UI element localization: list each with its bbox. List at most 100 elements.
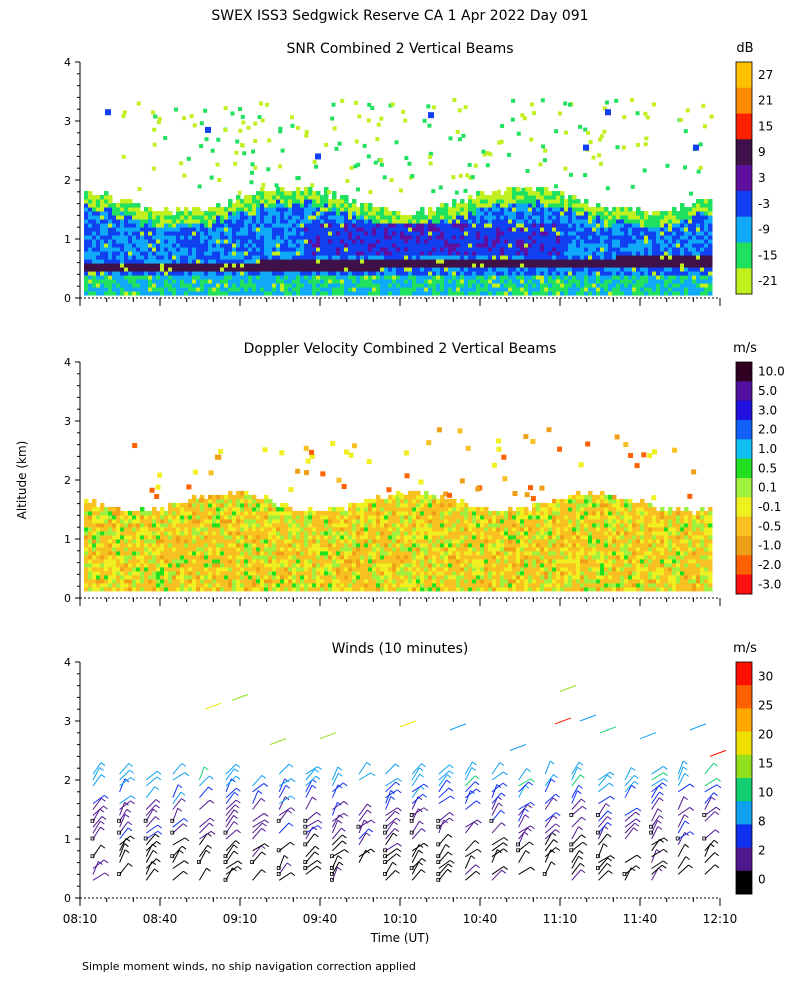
- snr-cell: [368, 283, 373, 288]
- snr-cell: [244, 243, 249, 248]
- snr-cell: [308, 223, 313, 228]
- snr-cell: [468, 231, 473, 236]
- snr-cell: [552, 267, 557, 272]
- snr-cell: [576, 227, 581, 232]
- snr-cell: [556, 223, 561, 228]
- snr-cell: [348, 235, 353, 240]
- doppler-cell: [120, 558, 125, 564]
- snr-cell: [180, 291, 185, 296]
- snr-speckle: [422, 118, 427, 123]
- snr-cell: [532, 191, 537, 196]
- doppler-cell: [152, 570, 157, 576]
- doppler-cell: [140, 582, 145, 588]
- snr-cell: [244, 287, 249, 292]
- snr-cell: [672, 243, 677, 248]
- doppler-cell: [220, 574, 225, 580]
- snr-cell: [156, 279, 161, 284]
- snr-cell: [496, 211, 501, 216]
- snr-cell: [132, 287, 137, 292]
- doppler-cell: [184, 538, 189, 544]
- snr-cell: [616, 275, 621, 280]
- snr-cell: [652, 211, 657, 216]
- doppler-cell: [128, 546, 133, 552]
- snr-cell: [700, 255, 705, 260]
- doppler-cell: [248, 586, 253, 592]
- snr-cell: [384, 219, 389, 224]
- snr-cell: [472, 279, 477, 284]
- snr-cell: [132, 227, 137, 232]
- snr-cell: [108, 211, 113, 216]
- snr-cell: [336, 231, 341, 236]
- snr-cell: [364, 291, 369, 296]
- doppler-cell: [168, 546, 173, 552]
- snr-cell: [284, 263, 289, 268]
- snr-cell: [232, 207, 237, 212]
- doppler-cell: [228, 558, 233, 564]
- snr-cell: [472, 235, 477, 240]
- snr-cell: [416, 227, 421, 232]
- snr-cell: [336, 227, 341, 232]
- doppler-cell: [176, 562, 181, 568]
- doppler-cell: [140, 518, 145, 524]
- snr-cell: [300, 231, 305, 236]
- snr-cell: [376, 247, 381, 252]
- snr-cell: [696, 203, 701, 208]
- snr-cell: [456, 239, 461, 244]
- snr-cell: [292, 223, 297, 228]
- doppler-cell: [120, 550, 125, 556]
- snr-cell: [316, 271, 321, 276]
- snr-cell: [464, 263, 469, 268]
- snr-cell: [648, 279, 653, 284]
- snr-cell: [104, 215, 109, 220]
- snr-cell: [112, 255, 117, 260]
- snr-cell: [240, 235, 245, 240]
- doppler-cell: [152, 518, 157, 524]
- snr-cell: [676, 275, 681, 280]
- snr-cell: [400, 271, 405, 276]
- snr-cell: [456, 219, 461, 224]
- snr-cell: [636, 223, 641, 228]
- snr-cell: [120, 239, 125, 244]
- snr-cell: [428, 235, 433, 240]
- snr-cell: [96, 247, 101, 252]
- snr-cell: [252, 271, 257, 276]
- snr-cell: [536, 203, 541, 208]
- doppler-cell: [116, 534, 121, 540]
- doppler-cell: [160, 510, 165, 516]
- snr-cell: [188, 219, 193, 224]
- snr-cell: [304, 187, 309, 192]
- snr-cell: [696, 239, 701, 244]
- snr-cell: [308, 239, 313, 244]
- snr-cell: [704, 259, 709, 264]
- snr-cell: [112, 267, 117, 272]
- snr-cell: [372, 283, 377, 288]
- snr-cell: [276, 251, 281, 256]
- snr-cell: [616, 223, 621, 228]
- snr-cell: [548, 219, 553, 224]
- snr-speckle: [216, 137, 221, 142]
- snr-cell: [512, 191, 517, 196]
- snr-cell: [168, 243, 173, 248]
- snr-cell: [272, 235, 277, 240]
- snr-cell: [304, 271, 309, 276]
- doppler-cell: [108, 554, 113, 560]
- snr-cell: [360, 215, 365, 220]
- snr-cell: [548, 195, 553, 200]
- snr-cell: [308, 227, 313, 232]
- snr-cell: [696, 255, 701, 260]
- snr-cell: [564, 223, 569, 228]
- snr-cell: [508, 275, 513, 280]
- snr-cell: [684, 283, 689, 288]
- doppler-cell: [136, 526, 141, 532]
- snr-cell: [232, 223, 237, 228]
- snr-cell: [384, 223, 389, 228]
- snr-speckle: [310, 183, 315, 188]
- snr-cell: [396, 291, 401, 296]
- snr-cell: [336, 215, 341, 220]
- snr-cell: [684, 267, 689, 272]
- snr-cell: [684, 259, 689, 264]
- snr-cell: [424, 283, 429, 288]
- snr-cell: [524, 247, 529, 252]
- doppler-cell: [232, 506, 237, 512]
- doppler-cell: [92, 530, 97, 536]
